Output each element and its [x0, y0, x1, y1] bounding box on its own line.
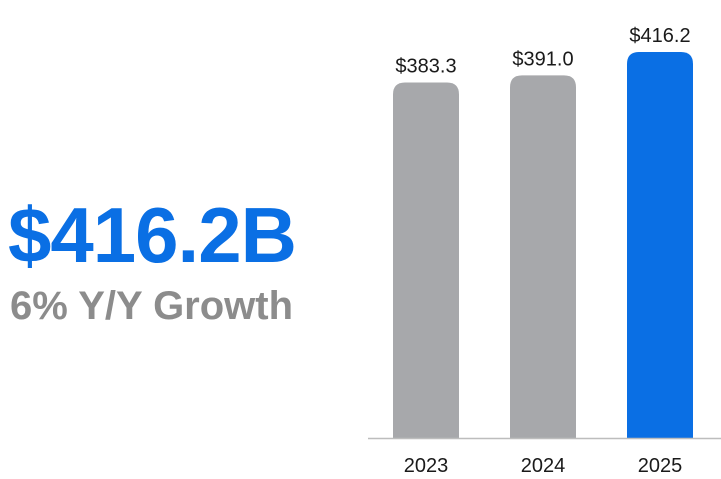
growth-subtitle: 6% Y/Y Growth: [10, 284, 294, 328]
headline-value: $416.2B: [8, 191, 297, 279]
bar-2023: [393, 82, 459, 439]
x-tick-label-2023: 2023: [404, 455, 449, 477]
x-tick-label-2024: 2024: [521, 455, 566, 477]
data-label-2024: $391.0: [512, 48, 573, 70]
labels-group: $383.3 2023 $391.0 2024 $416.2 2025: [395, 25, 690, 477]
bar-2025: [627, 52, 693, 438]
data-label-2025: $416.2: [629, 25, 690, 47]
bar-2024: [510, 75, 576, 438]
x-tick-label-2025: 2025: [638, 455, 683, 477]
data-label-2023: $383.3: [395, 56, 456, 78]
bars-group: [393, 52, 693, 439]
